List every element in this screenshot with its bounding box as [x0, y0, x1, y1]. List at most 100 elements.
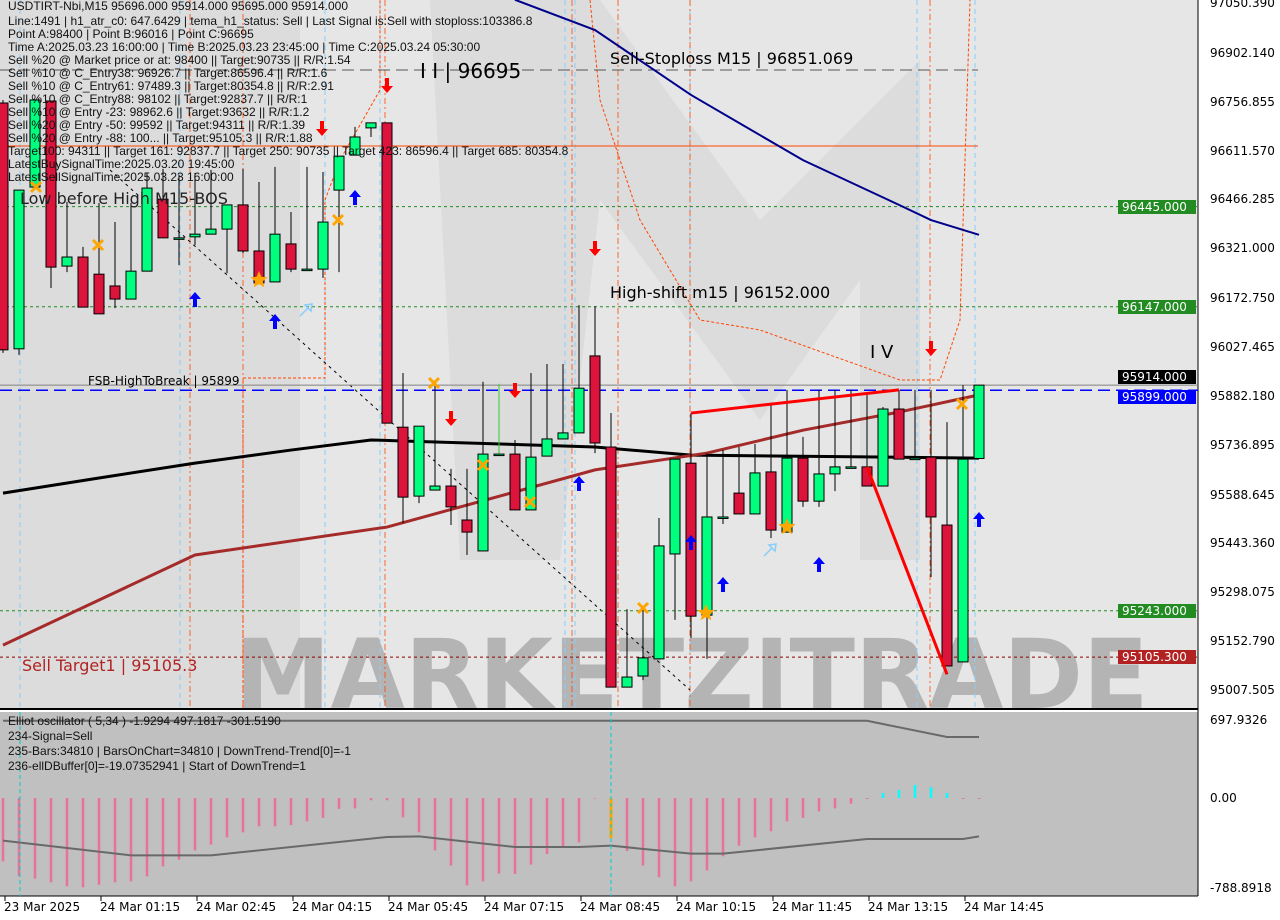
- candle-body: [237, 204, 249, 252]
- osc-tick-label: 0.00: [1210, 791, 1237, 805]
- candle: [269, 166, 281, 283]
- candle: [605, 413, 617, 688]
- osc-signal-line: [2, 835, 980, 857]
- high-shift-label: High-shift m15 | 96152.000: [610, 283, 831, 302]
- price-tick-label: 95152.790: [1210, 634, 1275, 649]
- osc-title: Elliot oscillator ( 5,34 ) -1.9294 497.1…: [8, 714, 281, 728]
- time-tick-label: 24 Mar 07:15: [484, 900, 565, 914]
- osc-upper-line: [3, 719, 979, 738]
- info-line: Target100: 94311 || Target 161: 92837.7 …: [8, 144, 569, 158]
- price-tag: 95914.000: [1118, 370, 1196, 385]
- candle: [397, 373, 409, 524]
- info-line: Sell %10 @ C_Entry61: 97489.3 || Target:…: [8, 79, 334, 93]
- candle: [621, 609, 633, 688]
- candle-body: [205, 228, 217, 235]
- candle: [301, 166, 313, 272]
- x-stroke: [636, 601, 650, 615]
- time-tick-label: 24 Mar 11:45: [772, 900, 853, 914]
- osc-bars: 235-Bars:34810 | BarsOnChart=34810 | Dow…: [8, 744, 351, 758]
- candle: [333, 155, 345, 273]
- candle-body: [173, 237, 185, 240]
- candle: [781, 389, 793, 533]
- signal-x-marker: [29, 180, 43, 194]
- candle: [109, 222, 121, 309]
- main-pane-bg-light: [300, 0, 1198, 708]
- axis-bg: [1198, 0, 1280, 920]
- candle-body: [701, 516, 713, 616]
- candle: [141, 172, 153, 272]
- info-line: Sell %10 @ C_Entry88: 98102 || Target:92…: [8, 92, 308, 106]
- price-tag: 96445.000: [1118, 199, 1196, 214]
- candle: [845, 389, 857, 469]
- watermark-m-shape: [430, 0, 920, 560]
- candle: [413, 425, 425, 504]
- candle-body: [621, 676, 633, 688]
- trend-line: [865, 466, 949, 675]
- candle-body: [221, 204, 233, 230]
- info-line: LatestSellSignalTime:2025.03.23 16:00:00: [8, 170, 234, 184]
- buy-arrow-icon: [573, 476, 585, 491]
- candle-body: [573, 387, 585, 434]
- candle-body: [13, 189, 25, 350]
- info-line: Sell %10 @ Entry -23: 98962.6 || Target:…: [8, 105, 310, 119]
- time-tick-label: 24 Mar 10:15: [676, 900, 757, 914]
- candle-body: [461, 519, 473, 533]
- candle: [893, 389, 905, 460]
- candle: [573, 305, 585, 434]
- candle-body: [125, 270, 137, 300]
- candle-body: [77, 256, 89, 308]
- price-tick-label: 96027.465: [1210, 339, 1275, 354]
- buy-arrow-icon: [685, 535, 697, 550]
- price-tick-label: 96321.000: [1210, 241, 1275, 256]
- x-stroke: [955, 397, 969, 411]
- candle: [957, 385, 969, 663]
- price-tick-label: 95882.180: [1210, 388, 1275, 403]
- candle: [93, 202, 105, 315]
- candle: [445, 468, 457, 526]
- star-marker: [778, 518, 796, 535]
- candle: [173, 174, 185, 266]
- candle-body: [285, 243, 297, 270]
- candle-body: [781, 457, 793, 533]
- candle-body: [733, 492, 745, 515]
- candle: [61, 201, 73, 273]
- price-tick-label: 95007.505: [1210, 682, 1275, 697]
- time-tick-label: 24 Mar 01:15: [100, 900, 181, 914]
- x-stroke: [476, 458, 490, 472]
- candle-body: [589, 355, 601, 444]
- signal-x-marker: [636, 601, 650, 615]
- star-marker: [697, 604, 715, 621]
- price-tick-label: 96611.570: [1210, 143, 1275, 158]
- candle-body: [429, 485, 441, 491]
- candle: [429, 382, 441, 491]
- sell-arrow-icon: [589, 241, 601, 256]
- candle: [973, 384, 985, 459]
- candle: [637, 608, 649, 681]
- x-stroke: [91, 238, 105, 252]
- signal-x-marker: [955, 397, 969, 411]
- signal-x-marker: [523, 495, 537, 509]
- price-tag: 96147.000: [1118, 299, 1196, 314]
- info-line: Point A:98400 | Point B:96016 | Point C:…: [8, 27, 254, 41]
- candle: [749, 443, 761, 515]
- candle: [13, 189, 25, 355]
- candle: [205, 169, 217, 235]
- candle-body: [541, 438, 553, 457]
- time-tick-label: 24 Mar 14:45: [964, 900, 1045, 914]
- candle-body: [669, 458, 681, 555]
- buy-arrow-icon: [813, 557, 825, 572]
- candle-body: [365, 122, 377, 129]
- signal-x-marker: [331, 213, 345, 227]
- candle: [557, 363, 569, 440]
- candle-body: [349, 136, 361, 156]
- candle: [493, 383, 505, 457]
- candle: [909, 389, 921, 461]
- candle-body: [813, 473, 825, 502]
- candle: [765, 402, 777, 539]
- time-axis-bg: [0, 896, 1198, 920]
- candle-body: [717, 516, 729, 519]
- candle: [189, 172, 201, 245]
- info-line: LatestBuySignalTime:2025.03.20 19:45:00: [8, 157, 235, 171]
- candle-body: [317, 221, 329, 270]
